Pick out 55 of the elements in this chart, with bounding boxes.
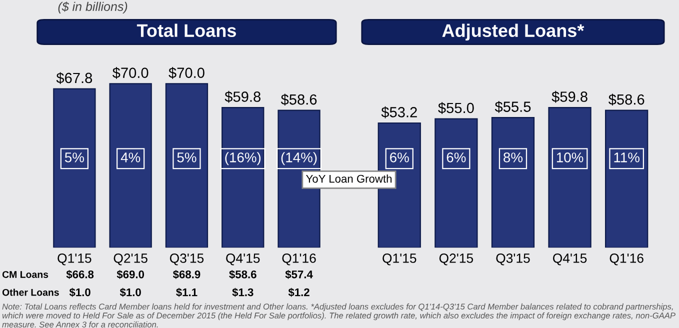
data-label: $58.6 [608, 94, 644, 106]
annotation: 10% [556, 152, 584, 162]
x-tick-label: Q4'15 [226, 254, 260, 266]
data-label: $55.0 [438, 102, 474, 114]
bar [434, 118, 478, 248]
bar [605, 110, 648, 248]
annotation: 6% [390, 152, 409, 162]
data-label: $55.5 [494, 101, 531, 113]
data-label: $58.6 [280, 94, 317, 106]
x-tick-label: Q1'16 [282, 254, 316, 266]
annotation: 11% [614, 152, 640, 162]
text: Other Loans [2, 288, 59, 296]
annotation: 5% [64, 152, 84, 162]
x-tick-label: Q3'15 [496, 254, 530, 266]
chart-title: Adjusted Loans* [442, 24, 584, 41]
text: CM Loans [2, 271, 48, 278]
bar [109, 83, 152, 248]
x-tick-label: Q1'15 [382, 254, 416, 266]
x-tick-label: Q3'15 [170, 254, 204, 266]
x-tick-label: Q4'15 [553, 254, 587, 266]
annotation: 4% [120, 152, 140, 162]
text: $69.0 [116, 270, 144, 280]
annotation: 5% [177, 152, 196, 162]
data-label: $59.8 [552, 90, 588, 103]
text: $1.0 [69, 288, 90, 297]
data-label: $70.0 [168, 67, 204, 79]
text: $1.3 [232, 288, 254, 297]
annotation: (16%) [225, 152, 261, 166]
bar [548, 106, 592, 248]
x-tick-label: Q2'15 [114, 254, 148, 266]
annotation: 8% [504, 152, 523, 162]
bar [222, 106, 264, 248]
text: $1.1 [176, 288, 198, 297]
bar [165, 83, 208, 248]
chart-subtitle: ($ in billions) [58, 2, 128, 14]
text: $66.8 [66, 270, 94, 280]
x-tick-label: Q1'15 [58, 254, 92, 266]
chart-title: Total Loans [136, 24, 236, 37]
bar [53, 88, 96, 248]
data-label: $67.8 [56, 72, 92, 84]
text: $1.2 [288, 288, 310, 297]
annotation: (14%) [281, 152, 317, 166]
x-tick-label: Q2'15 [439, 254, 474, 266]
text: $58.6 [229, 270, 256, 280]
data-label: $70.0 [112, 67, 148, 79]
text: $68.9 [172, 270, 200, 280]
text: $1.0 [120, 288, 141, 297]
annotation: 6% [446, 152, 466, 162]
annotation: YoY Loan Growth [306, 174, 392, 183]
data-label: $59.8 [224, 90, 260, 103]
x-tick-label: Q1'16 [610, 254, 644, 266]
data-label: $53.2 [381, 106, 417, 118]
text: $57.4 [285, 270, 313, 280]
bar [491, 117, 535, 248]
text: Note: Total Loans reflects Card Member loans held for investment and Other loans. *Adjusted loans excludes for Q1'14-Q3'15 Card Member balances related to cobrand partnerships, which were moved to Held For Sale as of December 2015 (the Held For Sale portfolios). The related growth rate, which also excludes the impact of foreign exchange rates, non-GAAP measure. See Annex 3 for a reconciliation. [2, 303, 676, 328]
